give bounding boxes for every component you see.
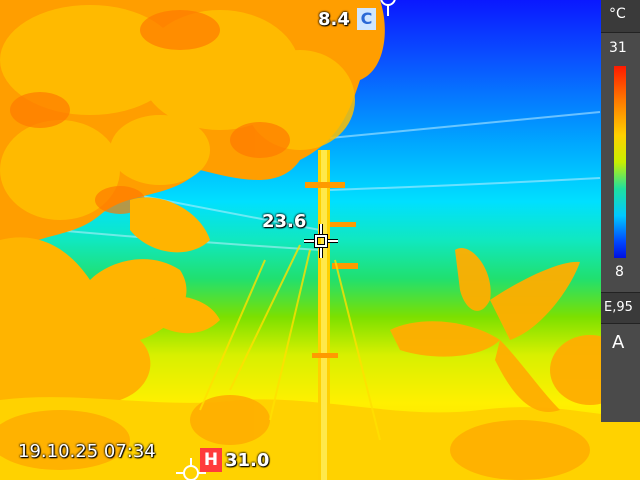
hot-spot-badge: H: [200, 448, 222, 472]
hot-spot-icon: [176, 458, 206, 480]
range-mode-label: A: [612, 332, 625, 353]
emissivity-value: E,95: [604, 300, 633, 315]
scale-min-value: 8: [615, 264, 624, 280]
emissivity-box[interactable]: E,95: [601, 292, 640, 324]
cold-spot-badge: C: [357, 8, 376, 30]
range-mode-box[interactable]: A: [601, 324, 640, 360]
timestamp: 19.10.25 07:34: [18, 441, 156, 462]
scale-sidebar: °C 31 8 E,95 A: [601, 0, 640, 422]
color-scale-bar: [614, 66, 626, 258]
cold-spot-icon: [380, 0, 396, 16]
scale-max-value: 31: [609, 40, 627, 56]
unit-box: °C: [601, 0, 640, 33]
temperature-unit: °C: [609, 6, 626, 22]
crosshair-icon[interactable]: [302, 222, 340, 260]
spot-value: 23.6: [262, 211, 307, 232]
hot-spot-value: 31.0: [225, 450, 270, 471]
cold-spot-value: 8.4: [318, 9, 350, 30]
